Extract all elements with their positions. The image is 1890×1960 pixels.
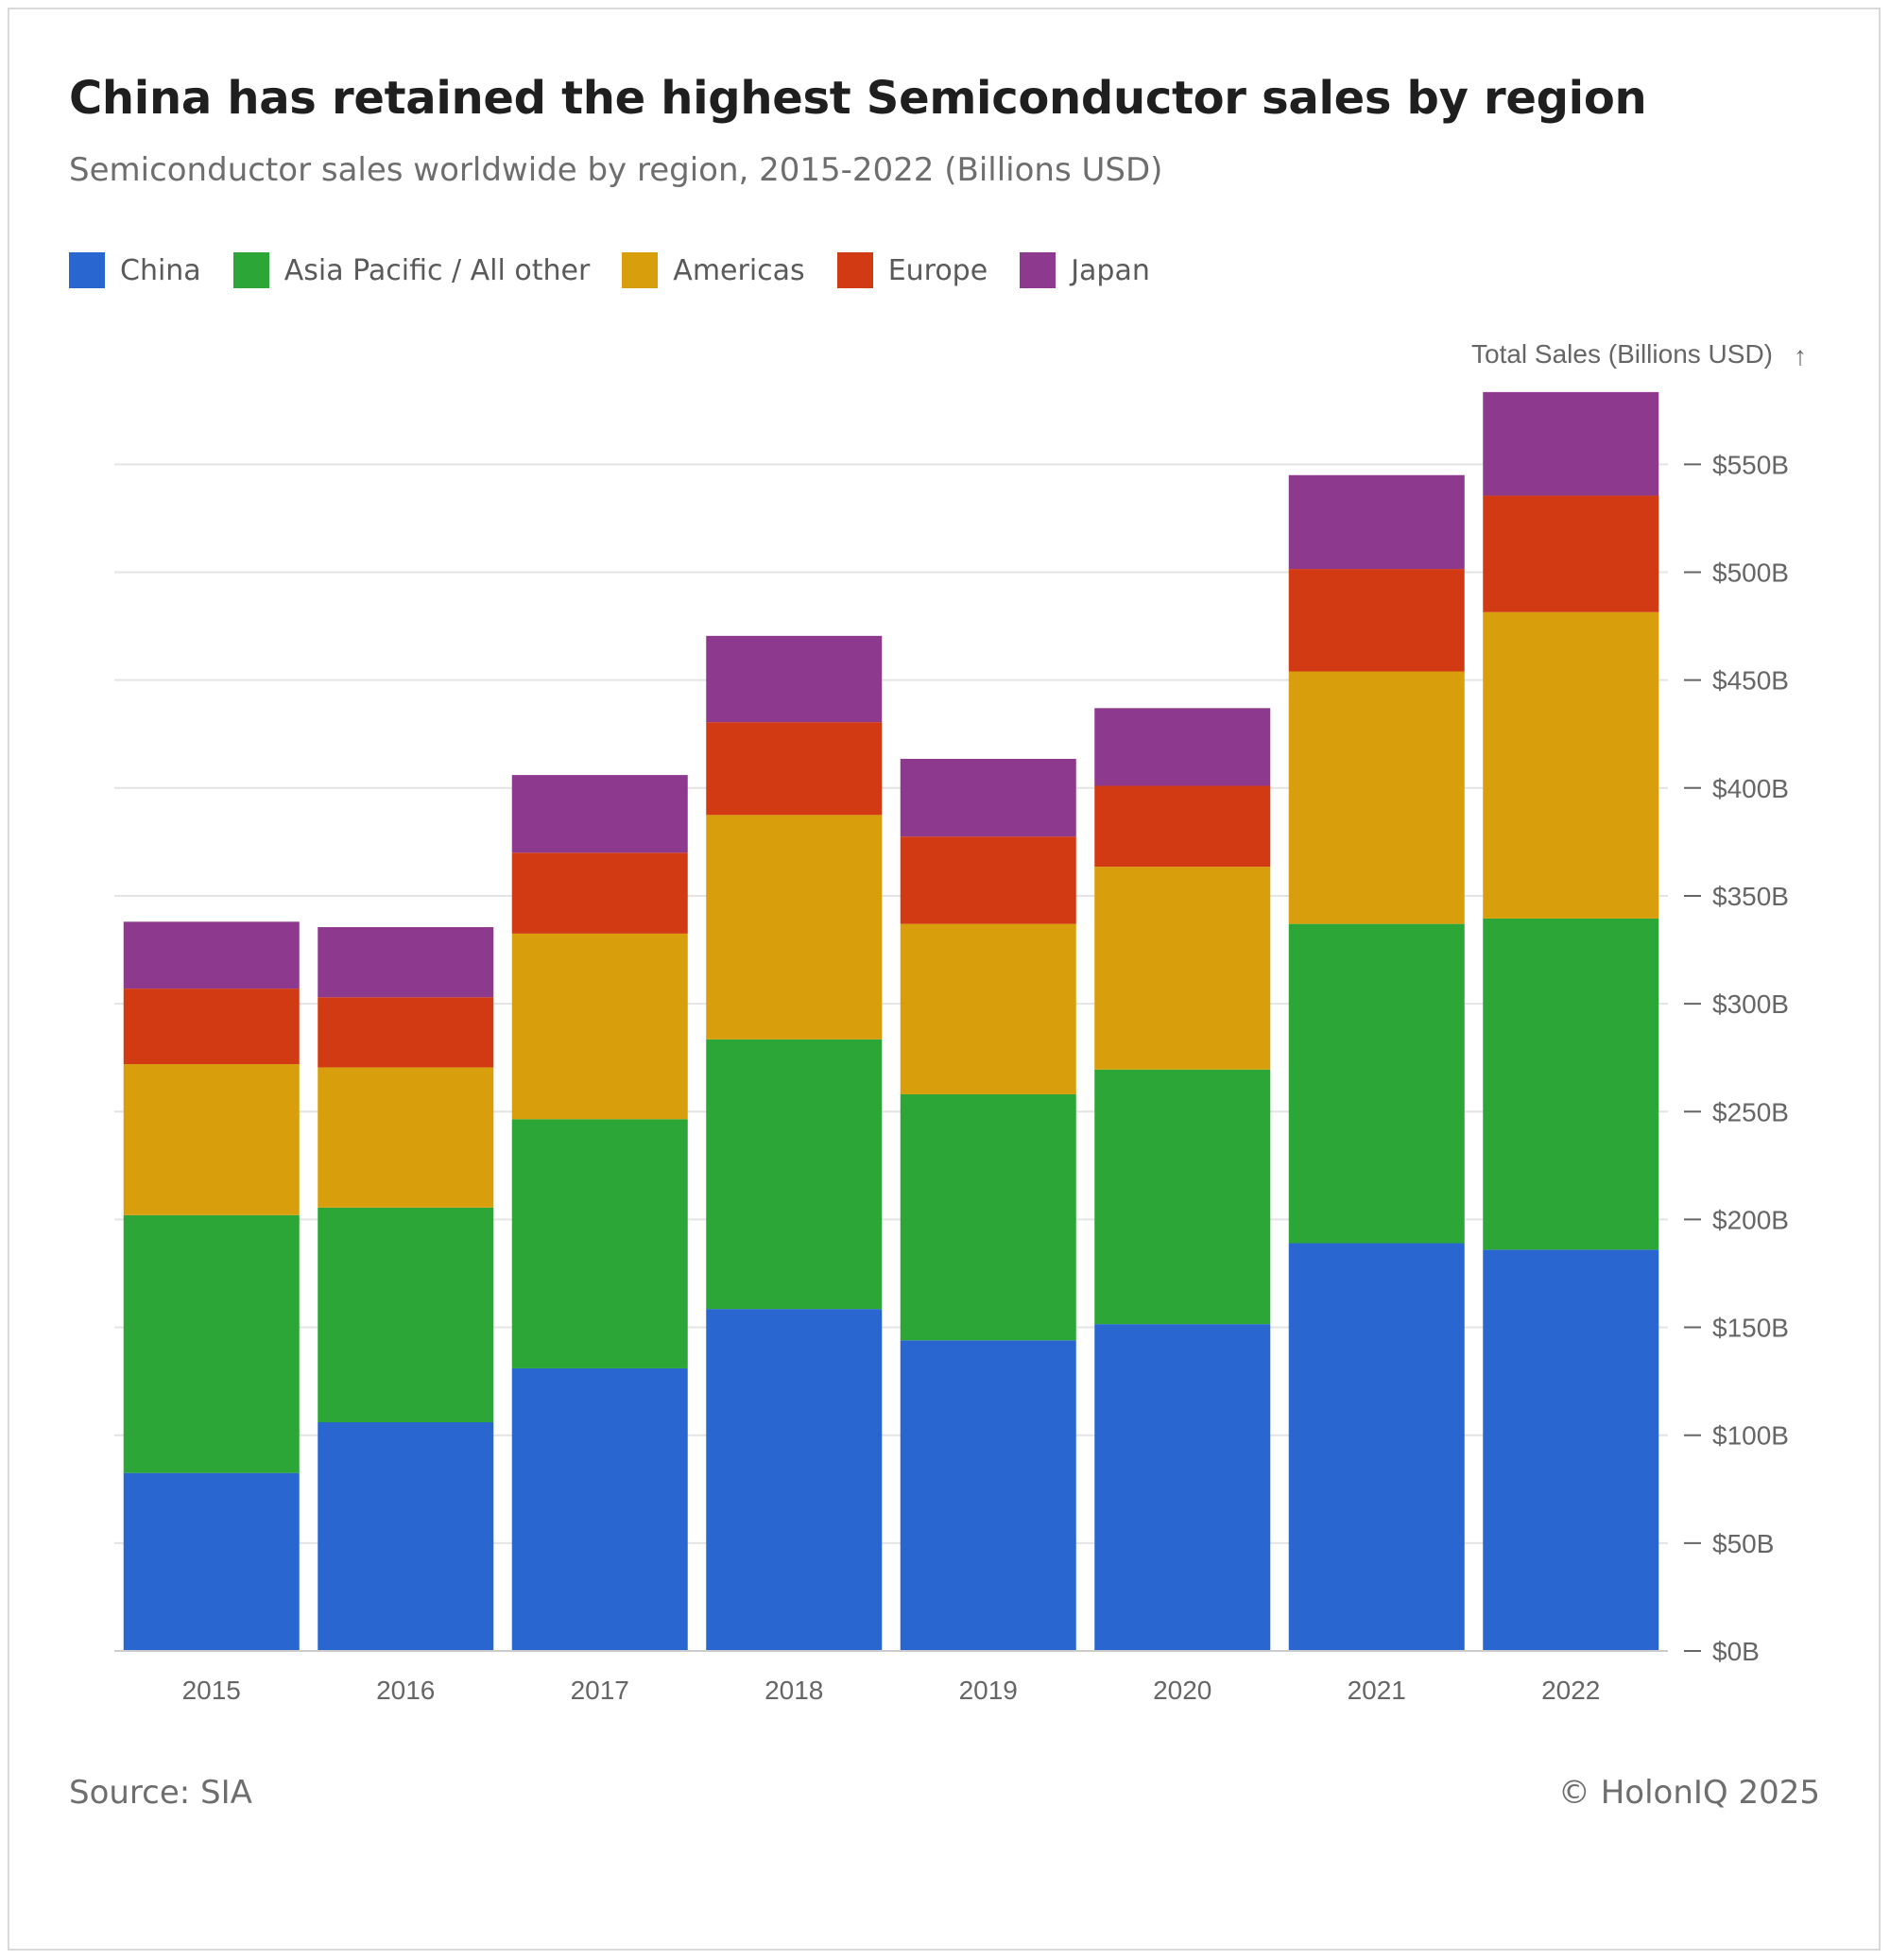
bar-japan-2021[interactable] (1288, 474, 1465, 570)
legend-item-europe[interactable]: Europe (836, 252, 988, 288)
bar-europe-2018[interactable] (706, 722, 883, 816)
bar-asia-pacific-all-other-2017[interactable] (511, 1119, 688, 1368)
bar-europe-2020[interactable] (1094, 785, 1271, 868)
legend: China Asia Pacific / All other Americas Eur… (69, 251, 1182, 289)
y-tick-label: $0B (1712, 1637, 1760, 1666)
legend-label: China (120, 253, 201, 287)
bar-americas-2017[interactable] (511, 933, 688, 1120)
bar-europe-2021[interactable] (1288, 569, 1465, 672)
x-tick-label: 2015 (182, 1676, 241, 1705)
bar-europe-2016[interactable] (318, 997, 494, 1068)
bar-china-2016[interactable] (318, 1422, 494, 1651)
bar-china-2021[interactable] (1288, 1243, 1465, 1651)
x-tick-label: 2019 (959, 1676, 1018, 1705)
x-tick-label: 2016 (376, 1676, 435, 1705)
y-tick-label: $550B (1712, 450, 1789, 479)
legend-label: Japan (1071, 253, 1150, 287)
bar-europe-2015[interactable] (123, 989, 300, 1065)
x-tick-label: 2018 (765, 1676, 823, 1705)
bar-americas-2016[interactable] (318, 1067, 494, 1208)
bar-americas-2019[interactable] (900, 923, 1076, 1094)
legend-item-china[interactable]: China (69, 252, 201, 288)
bar-asia-pacific-all-other-2021[interactable] (1288, 923, 1465, 1244)
legend-swatch-japan (1020, 252, 1057, 288)
y-tick-label: $150B (1712, 1314, 1789, 1343)
legend-label: Europe (887, 253, 988, 287)
legend-label: Americas (673, 253, 805, 287)
x-tick-label: 2022 (1541, 1676, 1600, 1705)
bar-europe-2019[interactable] (900, 836, 1076, 924)
bar-china-2017[interactable] (511, 1367, 688, 1651)
legend-item-japan[interactable]: Japan (1020, 252, 1150, 288)
y-tick-label: $300B (1712, 989, 1789, 1019)
y-tick-label: $200B (1712, 1205, 1789, 1234)
legend-item-americas[interactable]: Americas (622, 252, 805, 288)
bar-china-2018[interactable] (706, 1309, 883, 1651)
legend-swatch-europe (836, 252, 873, 288)
bar-americas-2015[interactable] (123, 1064, 300, 1215)
source-note: Source: SIA (69, 1774, 252, 1812)
bar-japan-2017[interactable] (511, 775, 688, 853)
bar-americas-2021[interactable] (1288, 671, 1465, 924)
y-tick-label: $250B (1712, 1097, 1789, 1126)
bar-asia-pacific-all-other-2018[interactable] (706, 1039, 883, 1310)
bar-americas-2022[interactable] (1483, 611, 1659, 919)
y-tick-label: $50B (1712, 1529, 1774, 1558)
x-tick-label: 2017 (571, 1676, 629, 1705)
bar-europe-2022[interactable] (1483, 495, 1659, 612)
bar-asia-pacific-all-other-2016[interactable] (318, 1207, 494, 1423)
y-tick-label: $450B (1712, 666, 1789, 696)
bar-americas-2020[interactable] (1094, 867, 1271, 1070)
bar-japan-2016[interactable] (318, 927, 494, 998)
copyright-note: © HolonIQ 2025 (1557, 1774, 1820, 1812)
bar-japan-2022[interactable] (1483, 391, 1659, 496)
bar-japan-2019[interactable] (900, 758, 1076, 837)
x-tick-label: 2021 (1348, 1676, 1406, 1705)
chart-title: China has retained the highest Semicondu… (69, 72, 1647, 125)
legend-item-asia-pacific-all-other[interactable]: Asia Pacific / All other (232, 252, 591, 288)
bar-asia-pacific-all-other-2019[interactable] (900, 1093, 1076, 1341)
bar-china-2015[interactable] (123, 1472, 300, 1651)
y-tick-label: $400B (1712, 774, 1789, 803)
x-tick-label: 2020 (1153, 1676, 1211, 1705)
y-tick-label: $500B (1712, 559, 1789, 588)
y-tick-label: $100B (1712, 1421, 1789, 1451)
bar-japan-2020[interactable] (1094, 708, 1271, 786)
bar-china-2022[interactable] (1483, 1249, 1659, 1651)
bar-china-2019[interactable] (900, 1340, 1076, 1651)
y-axis-title: Total Sales (Billions USD) (1471, 339, 1773, 369)
y-axis-arrow: ↑ (1794, 341, 1807, 370)
bar-americas-2018[interactable] (706, 815, 883, 1040)
legend-swatch-china (69, 252, 105, 288)
legend-swatch-asia-pacific-all-other (232, 252, 269, 288)
legend-swatch-americas (622, 252, 659, 288)
bar-japan-2018[interactable] (706, 635, 883, 723)
chart-subtitle: Semiconductor sales worldwide by region,… (69, 151, 1163, 189)
bar-asia-pacific-all-other-2022[interactable] (1483, 918, 1659, 1250)
bar-china-2020[interactable] (1094, 1324, 1271, 1651)
bar-asia-pacific-all-other-2015[interactable] (123, 1214, 300, 1473)
bar-asia-pacific-all-other-2020[interactable] (1094, 1069, 1271, 1325)
bar-japan-2015[interactable] (123, 921, 300, 989)
y-tick-label: $350B (1712, 882, 1789, 911)
bar-europe-2017[interactable] (511, 852, 688, 934)
legend-label: Asia Pacific / All other (284, 253, 591, 287)
